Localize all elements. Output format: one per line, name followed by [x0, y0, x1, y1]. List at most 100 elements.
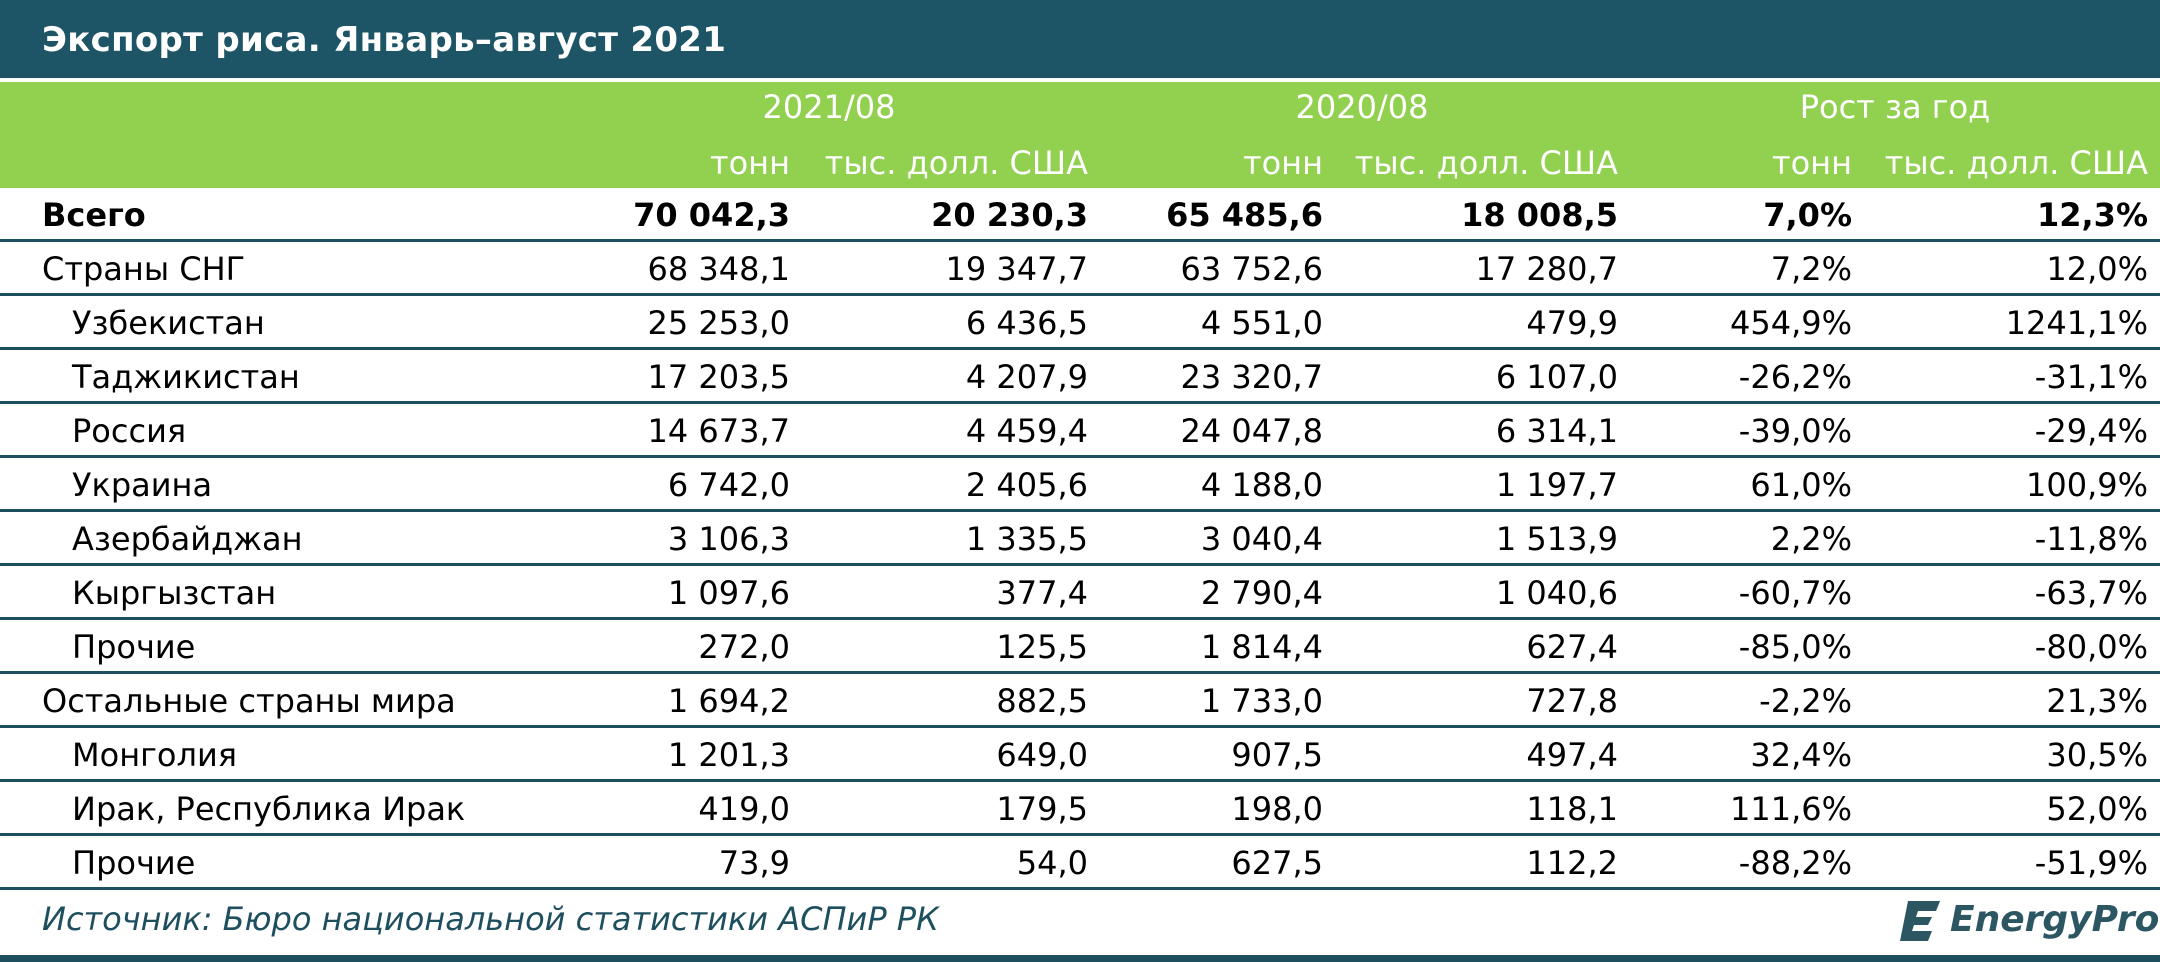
cell-tonnes-2020: 198,0 [1231, 790, 1323, 828]
row-label: Таджикистан [72, 358, 300, 396]
cell-usd-growth: 12,0% [2046, 250, 2148, 288]
cell-tonnes-growth: 61,0% [1750, 466, 1852, 504]
cell-usd-2021: 1 335,5 [965, 520, 1088, 558]
source-note: Источник: Бюро национальной статистики А… [42, 900, 939, 938]
cell-tonnes-2020: 65 485,6 [1166, 196, 1323, 234]
title-divider [0, 78, 2160, 82]
cell-tonnes-2021: 419,0 [698, 790, 790, 828]
table-row: Узбекистан 25 253,0 6 436,5 4 551,0 479,… [0, 296, 2160, 350]
cell-usd-growth: 12,3% [2036, 196, 2148, 234]
header-group-2021: 2021/08 [762, 88, 896, 126]
cell-usd-2020: 627,4 [1526, 628, 1618, 666]
table-header: 2021/08 2020/08 Рост за год тонн тыс. до… [0, 82, 2160, 188]
cell-usd-2020: 1 197,7 [1495, 466, 1618, 504]
cell-usd-2020: 118,1 [1526, 790, 1618, 828]
energyprom-logo-icon [1900, 901, 1940, 941]
cell-tonnes-2020: 4 551,0 [1200, 304, 1323, 342]
cell-tonnes-growth: 32,4% [1750, 736, 1852, 774]
cell-usd-2020: 18 008,5 [1461, 196, 1618, 234]
row-label: Монголия [72, 736, 237, 774]
cell-usd-2021: 54,0 [1016, 844, 1088, 882]
cell-tonnes-2021: 73,9 [718, 844, 790, 882]
header-unit-tonnes-2020: тонн [1242, 144, 1323, 182]
cell-tonnes-2021: 17 203,5 [647, 358, 791, 396]
cell-usd-growth: 1241,1% [2005, 304, 2148, 342]
cell-usd-growth: 52,0% [2046, 790, 2148, 828]
cell-tonnes-growth: 7,2% [1770, 250, 1852, 288]
cell-usd-2021: 377,4 [996, 574, 1088, 612]
cell-usd-growth: -63,7% [2034, 574, 2148, 612]
table-row: Таджикистан 17 203,5 4 207,9 23 320,7 6 … [0, 350, 2160, 404]
table-title: Экспорт риса. Январь–август 2021 [42, 20, 727, 60]
cell-tonnes-2021: 3 106,3 [667, 520, 790, 558]
cell-tonnes-growth: -60,7% [1738, 574, 1852, 612]
cell-usd-growth: -11,8% [2034, 520, 2148, 558]
header-group-2020: 2020/08 [1295, 88, 1429, 126]
cell-usd-2021: 2 405,6 [965, 466, 1088, 504]
table-row-rest-of-world: Остальные страны мира 1 694,2 882,5 1 73… [0, 674, 2160, 728]
table-row: Прочие 73,9 54,0 627,5 112,2 -88,2% -51,… [0, 836, 2160, 890]
table-row-cis: Страны СНГ 68 348,1 19 347,7 63 752,6 17… [0, 242, 2160, 296]
cell-usd-growth: -51,9% [2034, 844, 2148, 882]
cell-tonnes-2020: 4 188,0 [1200, 466, 1323, 504]
cell-tonnes-2020: 23 320,7 [1180, 358, 1324, 396]
row-label: Ирак, Республика Ирак [72, 790, 466, 828]
table-row: Монголия 1 201,3 649,0 907,5 497,4 32,4%… [0, 728, 2160, 782]
cell-usd-2020: 1 513,9 [1495, 520, 1618, 558]
cell-usd-2021: 19 347,7 [945, 250, 1089, 288]
cell-usd-2021: 649,0 [996, 736, 1088, 774]
cell-usd-2020: 1 040,6 [1495, 574, 1618, 612]
header-unit-usd-2020: тыс. долл. США [1354, 144, 1618, 182]
header-unit-usd-2021: тыс. долл. США [824, 144, 1088, 182]
cell-tonnes-growth: -2,2% [1759, 682, 1852, 720]
row-label: Всего [42, 196, 146, 234]
table-row-total: Всего 70 042,3 20 230,3 65 485,6 18 008,… [0, 188, 2160, 242]
cell-tonnes-2021: 1 097,6 [667, 574, 790, 612]
row-label: Остальные страны мира [42, 682, 456, 720]
header-group-growth: Рост за год [1799, 88, 1991, 126]
cell-usd-growth: -80,0% [2034, 628, 2148, 666]
cell-usd-2020: 17 280,7 [1475, 250, 1619, 288]
bottom-rule [0, 955, 2160, 962]
cell-usd-2021: 125,5 [996, 628, 1088, 666]
title-bar: Экспорт риса. Январь–август 2021 [0, 0, 2160, 78]
header-unit-tonnes-2021: тонн [709, 144, 790, 182]
cell-tonnes-growth: -85,0% [1738, 628, 1852, 666]
cell-usd-growth: -31,1% [2034, 358, 2148, 396]
row-label: Азербайджан [72, 520, 303, 558]
row-label: Украина [72, 466, 213, 504]
cell-usd-growth: 21,3% [2046, 682, 2148, 720]
cell-tonnes-2021: 25 253,0 [647, 304, 791, 342]
cell-usd-2021: 6 436,5 [965, 304, 1088, 342]
cell-tonnes-2020: 2 790,4 [1200, 574, 1323, 612]
row-label: Узбекистан [72, 304, 265, 342]
cell-tonnes-2021: 14 673,7 [647, 412, 791, 450]
row-label: Россия [72, 412, 187, 450]
cell-tonnes-2020: 63 752,6 [1180, 250, 1324, 288]
logo-wordmark: EnergyProm [1950, 899, 2160, 940]
cell-tonnes-2021: 68 348,1 [647, 250, 791, 288]
cell-tonnes-growth: 454,9% [1729, 304, 1852, 342]
cell-usd-2021: 4 207,9 [965, 358, 1088, 396]
row-label: Страны СНГ [42, 250, 246, 288]
cell-usd-2021: 179,5 [996, 790, 1088, 828]
table-row: Прочие 272,0 125,5 1 814,4 627,4 -85,0% … [0, 620, 2160, 674]
cell-usd-2020: 112,2 [1526, 844, 1618, 882]
cell-tonnes-growth: 111,6% [1729, 790, 1852, 828]
cell-tonnes-2021: 70 042,3 [633, 196, 790, 234]
cell-tonnes-2021: 6 742,0 [667, 466, 790, 504]
cell-usd-2020: 479,9 [1526, 304, 1618, 342]
cell-tonnes-2020: 1 733,0 [1200, 682, 1323, 720]
header-unit-tonnes-growth: тонн [1771, 144, 1852, 182]
cell-usd-2021: 882,5 [996, 682, 1088, 720]
cell-tonnes-2020: 1 814,4 [1200, 628, 1323, 666]
cell-usd-growth: 100,9% [2025, 466, 2148, 504]
cell-tonnes-2020: 907,5 [1231, 736, 1323, 774]
cell-tonnes-growth: 7,0% [1763, 196, 1852, 234]
cell-tonnes-growth: -26,2% [1738, 358, 1852, 396]
cell-usd-growth: -29,4% [2034, 412, 2148, 450]
cell-usd-2020: 6 314,1 [1495, 412, 1618, 450]
cell-tonnes-2020: 627,5 [1231, 844, 1323, 882]
cell-usd-2020: 727,8 [1526, 682, 1618, 720]
